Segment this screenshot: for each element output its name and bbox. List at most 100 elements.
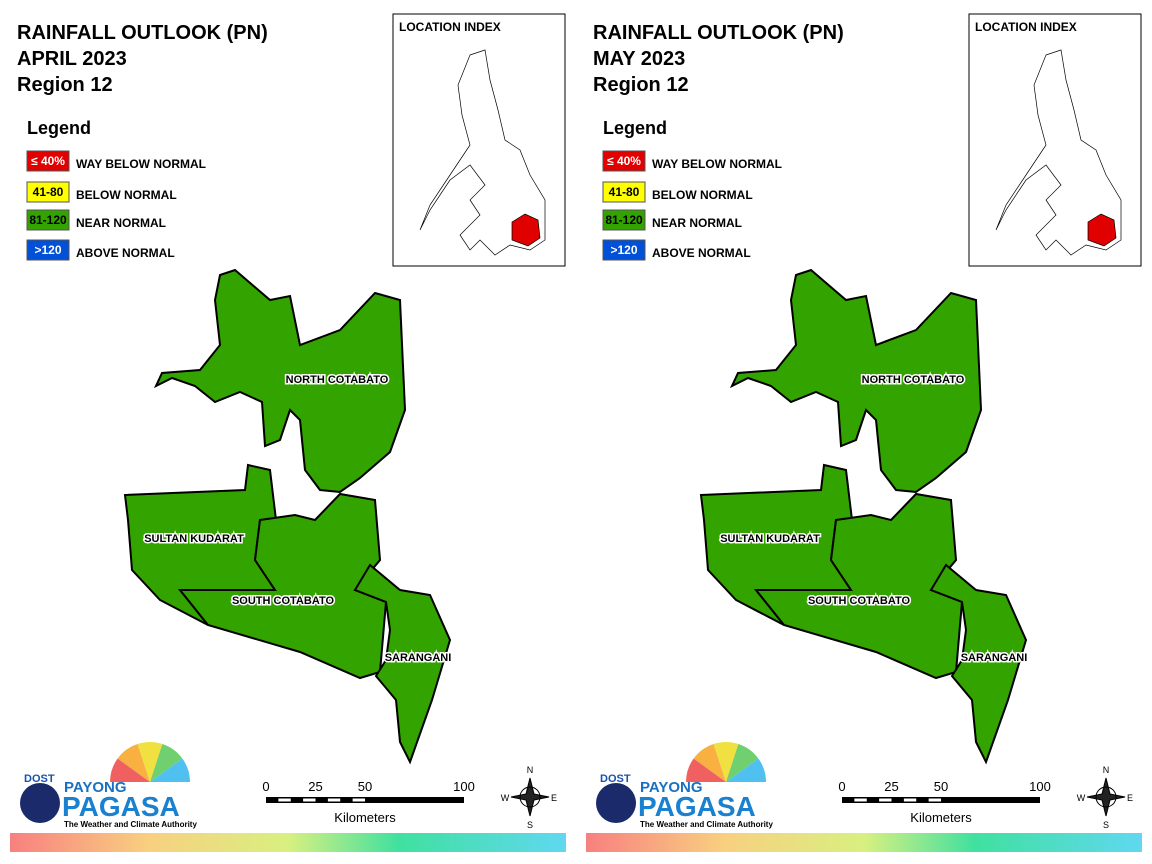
logo-name: PAGASA: [638, 791, 756, 822]
legend-label: BELOW NORMAL: [652, 188, 753, 202]
compass-letter: N: [527, 765, 534, 775]
umbrella-segment: [726, 743, 759, 782]
legend-label: ABOVE NORMAL: [76, 246, 175, 260]
legend-range: >120: [610, 243, 637, 257]
compass-letter: S: [527, 820, 533, 830]
scale-tick: 50: [934, 779, 948, 794]
legend-swatch: [602, 239, 646, 261]
legend-swatch: [602, 209, 646, 231]
index-title: LOCATION INDEX: [975, 20, 1077, 34]
province-label: SARANGANI: [961, 652, 1028, 664]
legend-title: Legend: [27, 118, 91, 138]
scale-segment: [327, 798, 341, 802]
legend-label: NEAR NORMAL: [76, 216, 166, 230]
region: Region 12: [593, 74, 689, 96]
compass-letter: E: [551, 793, 557, 803]
logo-agency: DOST: [600, 773, 631, 785]
scale-segment: [879, 798, 892, 802]
logo-brand: PAYONG: [64, 779, 127, 796]
panel: RAINFALL OUTLOOK (PN) MAY 2023 Region 12 Le…: [586, 13, 1142, 852]
logo-emblem: [20, 783, 60, 823]
province: [177, 492, 388, 680]
logo-tagline: The Weather and Climate Authority: [640, 820, 773, 829]
scale-tick: 0: [262, 779, 269, 794]
scale-segment: [854, 798, 867, 802]
legend-range: >120: [34, 243, 61, 257]
month: MAY 2023: [593, 48, 685, 70]
province-label: SULTAN KUDARAT: [144, 533, 244, 545]
umbrella-segment: [150, 758, 190, 782]
scale-segment: [352, 798, 365, 802]
legend-title: Legend: [603, 118, 667, 138]
umbrella-segment: [110, 758, 150, 782]
umbrella-segment: [693, 743, 726, 782]
legend-range: ≤ 40%: [607, 154, 641, 168]
legend-label: NEAR NORMAL: [652, 216, 742, 230]
legend-label: WAY BELOW NORMAL: [652, 157, 782, 171]
scale-tick: 100: [1029, 779, 1051, 794]
index-title: LOCATION INDEX: [399, 20, 501, 34]
province-label: NORTH COTABATO: [862, 374, 965, 386]
province-label: SOUTH COTABATO: [808, 595, 910, 607]
philippines-outline: [419, 49, 546, 256]
legend-label: WAY BELOW NORMAL: [76, 157, 206, 171]
umbrella-segment: [713, 742, 739, 782]
legend-label: ABOVE NORMAL: [652, 246, 751, 260]
legend-range: 41-80: [33, 185, 64, 199]
compass-ring: [519, 786, 541, 808]
color-band: [10, 833, 566, 852]
scale-tick: 25: [308, 779, 322, 794]
province: [153, 268, 407, 494]
province-label: NORTH COTABATO: [286, 374, 389, 386]
umbrella-segment: [686, 758, 726, 782]
compass-letter: W: [1077, 793, 1086, 803]
scale-tick: 100: [453, 779, 475, 794]
province: [753, 492, 964, 680]
legend-swatch: [26, 239, 70, 261]
legend-label: BELOW NORMAL: [76, 188, 177, 202]
region-highlight: [511, 213, 541, 247]
legend-swatch: [26, 150, 70, 172]
province-label: SULTAN KUDARAT: [720, 533, 820, 545]
scale-unit: Kilometers: [334, 810, 396, 825]
compass-ring: [1095, 786, 1117, 808]
legend-swatch: [602, 150, 646, 172]
compass: [510, 777, 550, 817]
philippines-outline: [995, 49, 1122, 256]
scale-segment: [278, 798, 291, 802]
umbrella-segment: [117, 743, 150, 782]
scale-tick: 50: [358, 779, 372, 794]
region-highlight: [1087, 213, 1117, 247]
legend-swatch: [26, 209, 70, 231]
compass: [1086, 777, 1126, 817]
legend-swatch: [602, 181, 646, 203]
scale-tick: 25: [884, 779, 898, 794]
scale-tick: 0: [838, 779, 845, 794]
legend-range: 81-120: [29, 213, 67, 227]
title: RAINFALL OUTLOOK (PN): [593, 22, 844, 44]
scale-unit: Kilometers: [910, 810, 972, 825]
legend-range: 41-80: [609, 185, 640, 199]
province: [353, 563, 452, 765]
umbrella-segment: [150, 743, 183, 782]
title: RAINFALL OUTLOOK (PN): [17, 22, 268, 44]
province: [729, 268, 983, 494]
scale-segment: [303, 798, 316, 802]
legend-range: ≤ 40%: [31, 154, 65, 168]
scale-segment: [928, 798, 941, 802]
compass-letter: E: [1127, 793, 1133, 803]
month: APRIL 2023: [17, 48, 127, 70]
compass-letter: S: [1103, 820, 1109, 830]
color-band: [586, 833, 1142, 852]
panel: RAINFALL OUTLOOK (PN) APRIL 2023 Region 12…: [10, 13, 566, 852]
logo-name: PAGASA: [62, 791, 180, 822]
compass-letter: W: [501, 793, 510, 803]
umbrella-segment: [137, 742, 163, 782]
scale-segment: [903, 798, 917, 802]
logo-tagline: The Weather and Climate Authority: [64, 820, 197, 829]
umbrella-segment: [726, 758, 766, 782]
legend-range: 81-120: [605, 213, 643, 227]
logo-agency: DOST: [24, 773, 55, 785]
province: [929, 563, 1028, 765]
